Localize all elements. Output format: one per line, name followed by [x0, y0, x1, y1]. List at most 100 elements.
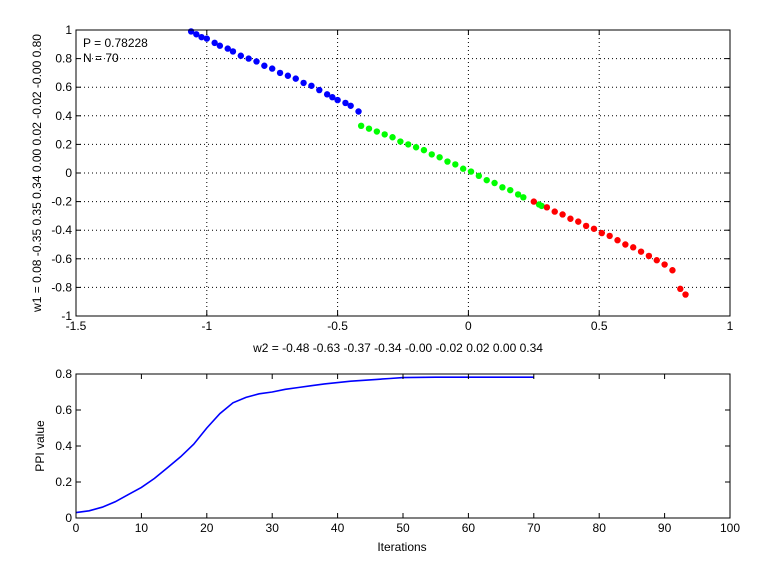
scatter-point [645, 252, 653, 260]
scatter-y-tick-label: 0.8 [55, 52, 72, 66]
ppi-x-tick-label: 0 [73, 521, 80, 535]
scatter-point [459, 165, 467, 172]
ppi-x-axis-label: Iterations [377, 540, 426, 554]
scatter-y-tick-label: -0.6 [51, 252, 72, 266]
scatter-point [575, 218, 582, 225]
scatter-y-tick-label: -0.4 [51, 223, 72, 237]
scatter-annotation-p: P = 0.78228 [83, 36, 148, 50]
scatter-point [334, 96, 341, 104]
scatter-point [229, 48, 237, 55]
scatter-x-tick-label: 0.5 [591, 319, 608, 333]
ppi-axis-ticks: 0 10 20 30 40 50 60 70 80 90 100 0 0.2 0.4 0.6 0.8 [55, 367, 740, 535]
ppi-y-axis-label: PPI value [33, 420, 47, 472]
scatter-point [216, 42, 224, 49]
scatter-point [538, 202, 545, 210]
scatter-point [224, 45, 231, 52]
scatter-y-tick-label: 0.6 [55, 80, 72, 94]
scatter-point [300, 79, 307, 87]
scatter-annotation-n: N = 70 [83, 51, 119, 65]
ppi-x-tick-label: 60 [462, 521, 476, 535]
scatter-point [530, 198, 537, 205]
ppi-x-tick-label: 30 [266, 521, 280, 535]
scatter-gridlines [76, 30, 730, 316]
scatter-point [598, 229, 606, 237]
scatter-y-tick-label: -0.8 [51, 280, 72, 294]
ppi-y-tick-label: 0.6 [55, 403, 72, 417]
scatter-point [211, 39, 218, 47]
scatter-x-tick-label: -1.5 [66, 319, 87, 333]
scatter-point [444, 158, 451, 165]
ppi-x-tick-label: 10 [135, 521, 149, 535]
scatter-point [514, 191, 522, 198]
scatter-x-tick-label: 0 [465, 319, 472, 333]
scatter-point [397, 138, 404, 145]
scatter-point [347, 102, 354, 109]
scatter-point [323, 91, 331, 98]
scatter-x-tick-label: -0.5 [327, 319, 348, 333]
ppi-x-tick-label: 70 [527, 521, 541, 535]
scatter-point [373, 128, 381, 135]
scatter-point [653, 257, 660, 264]
ppi-y-tick-label: 0.4 [55, 439, 72, 453]
ppi-y-tick-label: 0.8 [55, 367, 72, 381]
scatter-y-tick-label: 0.4 [55, 109, 72, 123]
scatter-x-tick-label: 1 [727, 319, 734, 333]
scatter-point [499, 184, 506, 191]
scatter-point [355, 108, 362, 115]
scatter-y-tick-label: 0 [65, 166, 72, 180]
ppi-line-series [75, 376, 534, 514]
ppi-x-tick-label: 40 [331, 521, 345, 535]
scatter-point [412, 144, 420, 151]
scatter-point [590, 225, 598, 232]
scatter-point [198, 33, 205, 41]
scatter-point [381, 131, 388, 138]
ppi-x-tick-label: 100 [720, 521, 740, 535]
ppi-line-plot: 0 10 20 30 40 50 60 70 80 90 100 0 0.2 0.4 0.6 0.8 Iter… [33, 367, 740, 554]
scatter-point [428, 151, 435, 158]
ppi-x-tick-label: 20 [200, 521, 214, 535]
scatter-point [292, 75, 299, 82]
scatter-plot: -1.5 -1 -0.5 0 0.5 1-1-0.8-0.6-0.4-0.200.20.4… [30, 23, 734, 355]
ppi-x-tick-label: 50 [396, 521, 410, 535]
scatter-point [559, 211, 566, 218]
scatter-x-axis-label: w2 = -0.48 -0.63 -0.37 -0.34 -0.00 -0.02… [252, 341, 543, 355]
scatter-point [308, 82, 315, 89]
ppi-plot-area [76, 374, 730, 518]
scatter-point [365, 125, 373, 132]
ppi-y-tick-label: 0 [65, 511, 72, 525]
scatter-point [329, 94, 336, 101]
scatter-point [637, 248, 645, 255]
scatter-point [237, 52, 245, 59]
scatter-point [669, 267, 676, 274]
scatter-point [507, 186, 514, 194]
scatter-point [405, 141, 412, 148]
scatter-point [606, 232, 613, 240]
scatter-point [622, 241, 629, 248]
scatter-point [520, 194, 527, 201]
scatter-point [682, 291, 689, 298]
scatter-point [276, 69, 284, 77]
scatter-x-tick-label: -1 [201, 319, 212, 333]
scatter-point [483, 176, 490, 184]
scatter-point [269, 65, 276, 72]
scatter-point [357, 122, 365, 130]
ppi-x-tick-label: 90 [658, 521, 672, 535]
scatter-point [452, 161, 459, 168]
scatter-axis-ticks: -1.5 -1 -0.5 0 0.5 1-1-0.8-0.6-0.4-0.200.20.4… [51, 23, 733, 333]
scatter-point [677, 285, 684, 293]
scatter-point [475, 172, 483, 180]
scatter-plot-area [76, 30, 730, 316]
scatter-point [467, 168, 475, 175]
scatter-point [342, 99, 349, 107]
scatter-point [253, 58, 260, 65]
scatter-point [420, 146, 428, 154]
ppi-y-tick-label: 0.2 [55, 475, 72, 489]
ppi-x-tick-label: 80 [593, 521, 607, 535]
scatter-point [389, 134, 396, 141]
scatter-y-tick-label: -0.2 [51, 195, 72, 209]
scatter-y-axis-label: w1 = 0.08 -0.35 0.35 0.34 0.00 0.02 -0.0… [30, 34, 44, 313]
scatter-y-tick-label: 0.2 [55, 137, 72, 151]
scatter-point [203, 35, 210, 42]
scatter-point [193, 31, 200, 38]
